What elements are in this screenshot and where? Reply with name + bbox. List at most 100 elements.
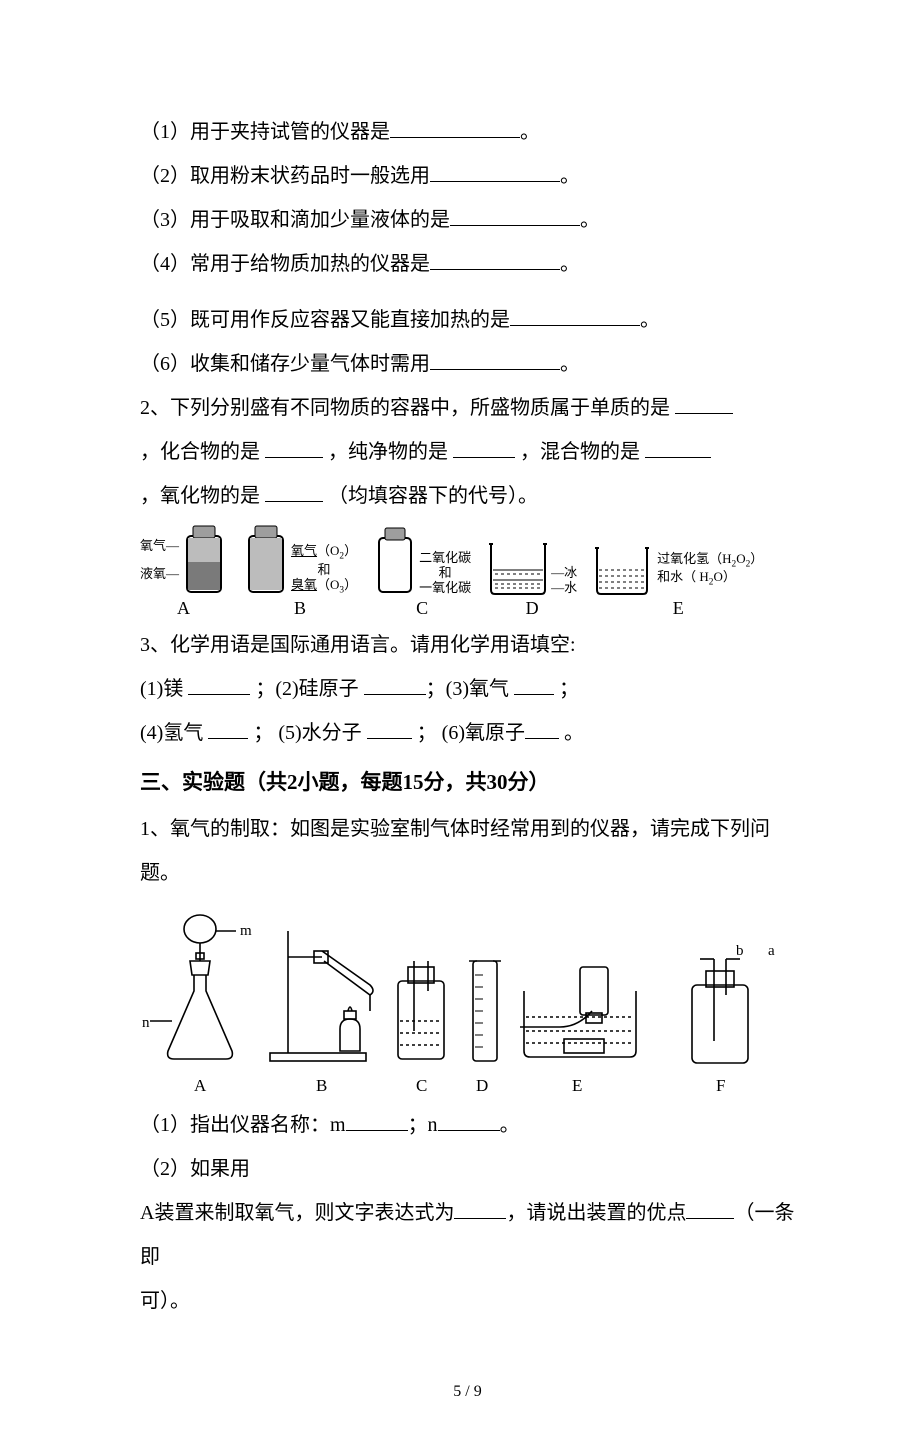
q2-l2b: ，纯净物的是 (323, 441, 453, 463)
svg-text:D: D (476, 1076, 488, 1095)
b-o3-pc: ） (344, 577, 357, 592)
b-o2-u: 氧气 (291, 543, 317, 558)
q4-p1b: ；n (408, 1114, 438, 1136)
bottle-b-svg (243, 524, 289, 596)
e-l2a: 和水（ H (657, 569, 709, 584)
svg-text:F: F (716, 1076, 725, 1095)
cap-c: C (416, 598, 428, 619)
q1-tail-4: 。 (560, 253, 580, 275)
e-l1b: O (736, 551, 745, 566)
q3-l1: (1)镁 ；(2)硅原子 ；(3)氧气 ； (140, 667, 795, 711)
cap-a: A (177, 598, 190, 619)
apparatus-svg: m n (140, 901, 780, 1101)
e-l1c: ） (750, 551, 763, 566)
q4-p4: 可）。 (140, 1279, 795, 1323)
svg-text:E: E (572, 1076, 582, 1095)
beaker-d: —冰 —水 D (487, 540, 577, 619)
q2-l3b: （均填容器下的代号）。 (323, 485, 538, 507)
q1-text-2: （2）取用粉末状药品时一般选用 (140, 165, 430, 187)
q4-p1: （1）指出仪器名称：m ；n 。 (140, 1103, 795, 1147)
q4-p3b: ，请说出装置的优点 (506, 1202, 686, 1224)
q3-bl-1 (188, 673, 250, 695)
q1-text-5: （5）既可用作反应容器又能直接加热的是 (140, 309, 510, 331)
q3-l2: (4)氢气 ； (5)水分子 ； (6)氧原子 。 (140, 711, 795, 755)
section-3-heading: 三、实验题（共2小题，每题15分，共30分） (140, 759, 795, 805)
q3-bl-6 (525, 717, 559, 739)
q4-p3: A装置来制取氧气，则文字表达式为，请说出装置的优点（一条即 (140, 1191, 795, 1279)
q4-bl-n (438, 1109, 500, 1131)
c-l3: 一氧化碳 (419, 581, 471, 596)
q2-blank-4 (645, 436, 711, 458)
q3-l2d: 。 (559, 722, 584, 744)
q1-item-2: （2）取用粉末状药品时一般选用。 (140, 154, 795, 198)
bottle-a: 氧气— 液氧— A (140, 524, 227, 619)
q3-bl-4 (208, 717, 248, 739)
q1-tail-1: 。 (520, 121, 540, 143)
q1-blank-2 (430, 160, 560, 182)
svg-text:m: m (240, 923, 252, 939)
b-o2-pc: ） (344, 543, 357, 558)
e-l2b: O） (713, 569, 735, 584)
svg-text:C: C (416, 1076, 427, 1095)
q1-text-4: （4）常用于给物质加热的仪器是 (140, 253, 430, 275)
svg-text:a: a (768, 943, 775, 959)
bottle-a-top: 氧气 (140, 538, 166, 553)
q2-blank-1 (675, 392, 733, 414)
q2-blank-5 (265, 480, 323, 502)
q3-lead: 3、化学用语是国际通用语言。请用化学用语填空: (140, 623, 795, 667)
q4-bl-m (346, 1109, 408, 1131)
q1-tail-6: 。 (560, 353, 580, 375)
q1-blank-1 (390, 116, 520, 138)
beaker-d-svg (487, 540, 549, 596)
q4-p1a: （1）指出仪器名称：m (140, 1114, 346, 1136)
q1-text-1: （1）用于夹持试管的仪器是 (140, 121, 390, 143)
d-ice: 冰 (564, 565, 577, 580)
beaker-e: 过氧化氢（H2O2） 和水（ H2O） E (593, 544, 763, 619)
svg-text:B: B (316, 1076, 327, 1095)
q3-l2c: ； (6)氧原子 (412, 722, 525, 744)
q2-blank-2 (265, 436, 323, 458)
b-o3-u: 臭氧 (291, 577, 317, 592)
d-water: 水 (564, 580, 577, 595)
q2-l3a: ，氧化物的是 (140, 485, 265, 507)
q4-lead: 1、氧气的制取：如图是实验室制气体时经常用到的仪器，请完成下列问题。 (140, 807, 795, 895)
q3-l2b: ； (5)水分子 (248, 722, 366, 744)
q1-item-5: （5）既可用作反应容器又能直接加热的是 。 (140, 298, 795, 342)
b-o2-p: （O (317, 543, 339, 558)
page-number: 5 / 9 (140, 1383, 795, 1401)
q1-tail-5: 。 (640, 309, 660, 331)
svg-text:A: A (194, 1076, 207, 1095)
q1-item-6: （6）收集和储存少量气体时需用 。 (140, 342, 795, 386)
q1-item-3: （3）用于吸取和滴加少量液体的是。 (140, 198, 795, 242)
svg-text:b: b (736, 943, 744, 959)
b-o3-p: （O (317, 577, 339, 592)
q1-text-3: （3）用于吸取和滴加少量液体的是 (140, 209, 450, 231)
q3-l1b: ；(2)硅原子 (250, 678, 363, 700)
q2-lead: 2、下列分别盛有不同物质的容器中，所盛物质属于单质的是 (140, 397, 675, 419)
q2-l2c: ，混合物的是 (515, 441, 645, 463)
q1-text-6: （6）收集和储存少量气体时需用 (140, 353, 430, 375)
bottle-c: 二氧化碳 和 一氧化碳 C (373, 526, 471, 619)
q3-l2a: (4)氢气 (140, 722, 208, 744)
q2-line-3: ，氧化物的是 （均填容器下的代号）。 (140, 474, 795, 518)
q2-line-1: 2、下列分别盛有不同物质的容器中，所盛物质属于单质的是 (140, 386, 795, 430)
q2-line-2: ，化合物的是 ，纯净物的是 ，混合物的是 (140, 430, 795, 474)
q4-bl-adv (686, 1197, 734, 1219)
q1-blank-4 (430, 248, 560, 270)
q1-blank-3 (450, 204, 580, 226)
cap-b: B (294, 598, 306, 619)
bottle-a-bot: 液氧 (140, 566, 166, 581)
q1-blank-5 (510, 304, 640, 326)
cap-d: D (526, 598, 539, 619)
figure-bottles: 氧气— 液氧— A (140, 524, 795, 619)
svg-text:n: n (142, 1015, 150, 1031)
q3-bl-2 (364, 673, 426, 695)
q3-l1a: (1)镁 (140, 678, 188, 700)
q4-p3a: A装置来制取氧气，则文字表达式为 (140, 1202, 454, 1224)
q4-p1c: 。 (500, 1114, 520, 1136)
figure-apparatus: m n (140, 901, 795, 1101)
bottle-a-svg (181, 524, 227, 596)
e-l1a: 过氧化氢（H (657, 551, 731, 566)
q1-blank-6 (430, 348, 560, 370)
q2-l2a: ，化合物的是 (140, 441, 265, 463)
